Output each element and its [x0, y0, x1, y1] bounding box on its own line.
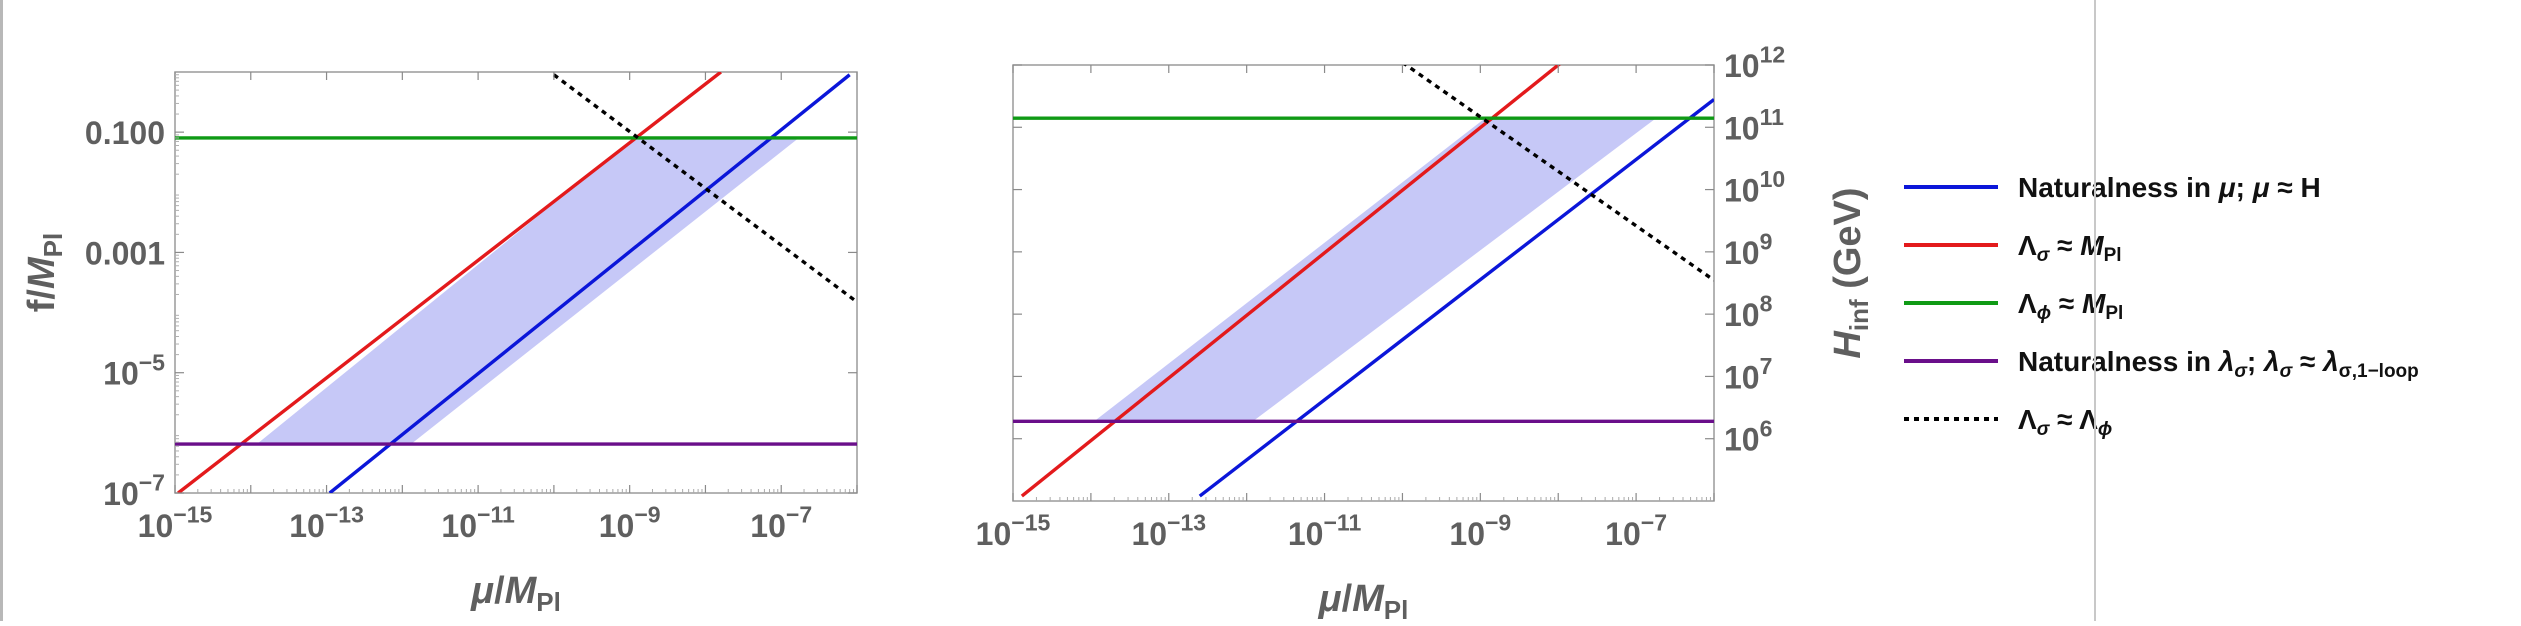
series-line-black — [552, 73, 857, 304]
y-tick-label: 109 — [1724, 228, 1772, 270]
series-line-blue — [328, 73, 851, 493]
legend-label-1: Naturalness in μ; μ ≈ H — [2018, 172, 2321, 203]
y-tick-label: 10−7 — [103, 470, 165, 512]
series-line-black — [1403, 65, 1714, 282]
x-axis-label: μ/MPl — [1318, 578, 1409, 621]
x-tick-label: 10−13 — [289, 502, 364, 544]
x-tick-label: 10−13 — [1131, 510, 1206, 552]
y-tick-label: 0.001 — [85, 235, 165, 271]
x-tick-label: 10−7 — [750, 502, 812, 544]
y-tick-label: 0.100 — [85, 115, 165, 151]
chart-panel-1: 10−15 10−13 10−11 10−9 10−7 10−7 10−5 0.001 0.10… — [21, 71, 858, 617]
x-tick-label: 10−7 — [1605, 510, 1667, 552]
x-tick-label: 10−11 — [441, 502, 515, 544]
y-tick-label: 10−5 — [103, 349, 165, 391]
x-tick-label: 10−15 — [976, 510, 1051, 552]
legend-label-5: Λσ ≈ Λϕ — [2018, 404, 2112, 440]
shaded-allowed-region — [1094, 118, 1656, 422]
y-tick-label: 106 — [1724, 415, 1772, 457]
y-tick-label: 108 — [1724, 291, 1773, 333]
left-border — [0, 0, 3, 621]
y-axis-label: f/MPl — [21, 233, 68, 312]
chart-panel-2: 10−15 10−13 10−11 10−9 10−7 106 107 108 109 1010 1… — [976, 42, 1874, 625]
legend-label-4: Naturalness in λσ; λσ ≈ λσ,1−loop — [2018, 346, 2419, 382]
x-tick-label: 10−11 — [1288, 510, 1362, 552]
y-tick-label: 1011 — [1724, 104, 1784, 146]
series-line-red — [177, 72, 722, 493]
y-tick-label: 1012 — [1724, 42, 1785, 84]
x-tick-label: 10−15 — [138, 502, 213, 544]
legend-label-2: Λσ ≈ MPl — [2018, 230, 2122, 266]
right-border — [2094, 0, 2096, 621]
x-tick-label: 10−9 — [1449, 510, 1511, 552]
legend-label-3: Λϕ ≈ MPl — [2018, 288, 2123, 324]
series-line-blue — [1198, 98, 1714, 498]
x-axis-label: μ/MPl — [470, 570, 561, 617]
y-axis-label: Hinf (GeV) — [1827, 187, 1874, 358]
x-tick-label: 10−9 — [599, 502, 661, 544]
y-tick-label: 1010 — [1724, 166, 1785, 208]
y-tick-label: 107 — [1724, 353, 1772, 395]
legend: Naturalness in μ; μ ≈ H Λσ ≈ MPl Λϕ ≈ MPl N… — [1904, 172, 2419, 440]
plot-area — [175, 72, 857, 493]
series-line-red — [1020, 65, 1561, 498]
shaded-allowed-region — [256, 138, 799, 445]
plot-area — [1013, 65, 1714, 498]
